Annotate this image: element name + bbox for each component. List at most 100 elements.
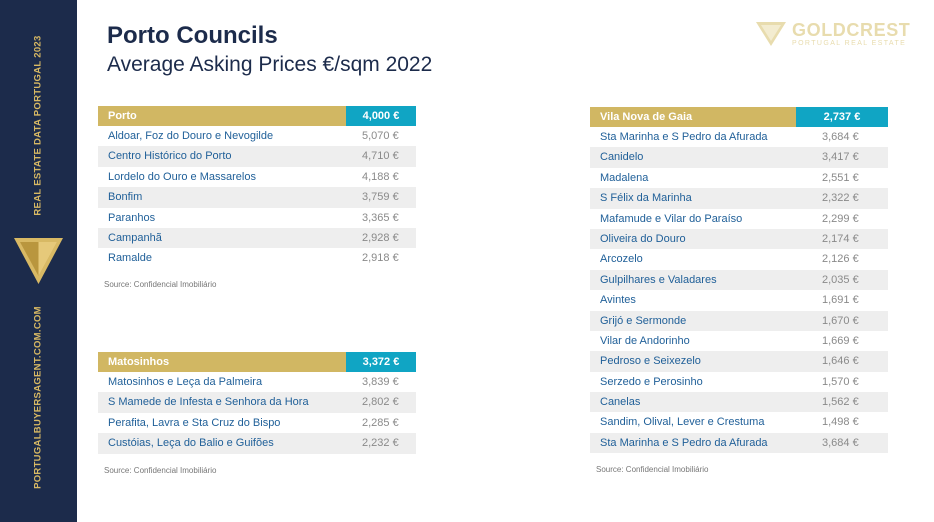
table-row: Lordelo do Ouro e Massarelos 4,188 €	[98, 167, 416, 187]
parish-name: Madalena	[600, 171, 649, 184]
parish-name: S Mamede de Infesta e Senhora da Hora	[108, 396, 309, 409]
parish-price: 2,551 €	[822, 171, 859, 184]
parish-name: Perafita, Lavra e Sta Cruz do Bispo	[108, 416, 281, 429]
porto-source: Source: Confidencial Imobiliário	[104, 280, 217, 289]
parish-price: 3,759 €	[362, 191, 399, 204]
table-row: Perafita, Lavra e Sta Cruz do Bispo 2,285…	[98, 413, 416, 433]
parish-name: Pedroso e Seixezelo	[600, 355, 701, 368]
parish-price: 1,646 €	[822, 355, 859, 368]
table-row: Ramalde 2,918 €	[98, 248, 416, 268]
brand-tagline: PORTUGAL REAL ESTATE	[792, 40, 907, 47]
table-row: Sta Marinha e S Pedro da Afurada 3,684 €	[590, 432, 888, 454]
parish-price: 1,691 €	[822, 294, 859, 307]
gaia-source: Source: Confidencial Imobiliário	[596, 465, 709, 474]
parish-price: 2,322 €	[822, 192, 859, 205]
table-row: Bonfim 3,759 €	[98, 187, 416, 208]
table-row: Aldoar, Foz do Douro e Nevogilde 5,070 €	[98, 126, 416, 146]
parish-name: Canidelo	[600, 151, 644, 164]
parish-price: 1,669 €	[822, 334, 859, 347]
table-row: Campanhã 2,928 €	[98, 227, 416, 249]
matosinhos-source: Source: Confidencial Imobiliário	[104, 466, 217, 475]
council-name: Matosinhos	[98, 352, 346, 372]
parish-price: 3,684 €	[822, 131, 859, 143]
parish-price: 2,918 €	[362, 252, 399, 265]
parish-name: Paranhos	[108, 211, 156, 224]
parish-price: 2,285 €	[362, 416, 399, 429]
parish-price: 2,035 €	[822, 273, 859, 286]
parish-name: Centro Histórico do Porto	[108, 150, 232, 163]
brand-mark-icon	[756, 22, 786, 46]
table-row: Paranhos 3,365 €	[98, 208, 416, 228]
parish-name: Lordelo do Ouro e Massarelos	[108, 170, 256, 183]
council-average: 4,000 €	[346, 106, 416, 126]
table-row: S Félix da Marinha 2,322 €	[590, 188, 888, 209]
parish-name: Sandim, Olival, Lever e Crestuma	[600, 416, 765, 429]
parish-name: Bonfim	[108, 191, 143, 204]
table-row: Grijó e Sermonde 1,670 €	[590, 310, 888, 331]
parish-name: Avintes	[600, 294, 636, 307]
table-row: Matosinhos e Leça da Palmeira 3,839 €	[98, 372, 416, 392]
parish-name: Oliveira do Douro	[600, 232, 686, 245]
parish-name: Matosinhos e Leça da Palmeira	[108, 376, 263, 388]
table-row: S Mamede de Infesta e Senhora da Hora 2,8…	[98, 392, 416, 413]
table-header: Porto 4,000 €	[98, 106, 416, 126]
table-row: Mafamude e Vilar do Paraíso 2,299 €	[590, 209, 888, 229]
table-row: Gulpilhares e Valadares 2,035 €	[590, 269, 888, 291]
parish-name: Serzedo e Perosinho	[600, 375, 703, 388]
parish-name: Vilar de Andorinho	[600, 334, 690, 347]
parish-name: Grijó e Sermonde	[600, 314, 687, 327]
sidebar-bottom-text: PORTUGALBUYERSAGENT.COM.COM	[32, 306, 44, 489]
parish-price: 2,232 €	[362, 437, 399, 450]
parish-price: 3,839 €	[362, 376, 399, 388]
sidebar-top-text: REAL ESTATE DATA PORTUGAL 2023	[32, 35, 44, 216]
parish-price: 3,684 €	[822, 436, 859, 449]
parish-name: Aldoar, Foz do Douro e Nevogilde	[108, 130, 274, 142]
table-row: Custóias, Leça do Balio e Guifões 2,232 €	[98, 433, 416, 454]
sidebar: REAL ESTATE DATA PORTUGAL 2023 PORTUGALB…	[0, 0, 77, 522]
table-row: Serzedo e Perosinho 1,570 €	[590, 372, 888, 392]
table-row: Arcozelo 2,126 €	[590, 249, 888, 269]
parish-price: 1,670 €	[822, 314, 859, 327]
parish-name: Sta Marinha e S Pedro da Afurada	[600, 436, 768, 449]
table-row: Canelas 1,562 €	[590, 392, 888, 413]
matosinhos-table: Matosinhos 3,372 € Matosinhos e Leça da …	[98, 352, 416, 454]
parish-price: 1,498 €	[822, 416, 859, 429]
table-row: Sta Marinha e S Pedro da Afurada 3,684 €	[590, 127, 888, 147]
parish-price: 3,365 €	[362, 211, 399, 224]
page-subtitle: Average Asking Prices €/sqm 2022	[107, 53, 433, 76]
page-title: Porto Councils	[107, 22, 278, 49]
parish-name: Gulpilhares e Valadares	[600, 273, 717, 286]
parish-name: Mafamude e Vilar do Paraíso	[600, 212, 743, 225]
parish-price: 2,126 €	[822, 253, 859, 266]
goldcrest-logo-icon	[14, 238, 63, 284]
table-row: Madalena 2,551 €	[590, 168, 888, 188]
table-row: Sandim, Olival, Lever e Crestuma 1,498 €	[590, 412, 888, 432]
parish-price: 5,070 €	[362, 130, 399, 142]
parish-price: 2,174 €	[822, 232, 859, 245]
parish-price: 4,188 €	[362, 170, 399, 183]
table-header: Matosinhos 3,372 €	[98, 352, 416, 372]
parish-price: 2,299 €	[822, 212, 859, 225]
council-average: 2,737 €	[796, 107, 888, 127]
council-name: Vila Nova de Gaia	[590, 107, 796, 127]
parish-price: 1,570 €	[822, 375, 859, 388]
parish-name: Sta Marinha e S Pedro da Afurada	[600, 131, 768, 143]
table-row: Avintes 1,691 €	[590, 290, 888, 310]
parish-price: 4,710 €	[362, 150, 399, 163]
parish-name: Campanhã	[108, 231, 162, 244]
table-header: Vila Nova de Gaia 2,737 €	[590, 107, 888, 127]
brand-logo: GOLDCREST PORTUGAL REAL ESTATE	[756, 20, 916, 50]
parish-name: Custóias, Leça do Balio e Guifões	[108, 437, 274, 450]
table-row: Centro Histórico do Porto 4,710 €	[98, 146, 416, 167]
table-row: Oliveira do Douro 2,174 €	[590, 228, 888, 250]
table-row: Canidelo 3,417 €	[590, 147, 888, 168]
brand-name: GOLDCREST	[792, 20, 911, 40]
council-name: Porto	[98, 106, 346, 126]
council-average: 3,372 €	[346, 352, 416, 372]
porto-table: Porto 4,000 € Aldoar, Foz do Douro e Nev…	[98, 106, 416, 269]
table-row: Pedroso e Seixezelo 1,646 €	[590, 351, 888, 372]
parish-name: S Félix da Marinha	[600, 192, 692, 205]
parish-name: Canelas	[600, 396, 641, 409]
table-row: Vilar de Andorinho 1,669 €	[590, 331, 888, 351]
parish-name: Arcozelo	[600, 253, 643, 266]
